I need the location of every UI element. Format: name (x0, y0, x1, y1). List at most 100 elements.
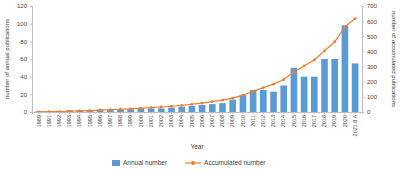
marker (293, 71, 296, 74)
tick-label: 400 (367, 49, 378, 55)
tick-mark (362, 36, 364, 37)
tick-mark (191, 112, 192, 114)
tick-label: 2010 (240, 115, 246, 127)
tick-label: 2016 (301, 115, 307, 127)
bar (158, 108, 165, 112)
tick-label: 1999 (127, 115, 133, 127)
bar (219, 103, 226, 112)
tick: 2016 (301, 112, 307, 127)
marker (272, 83, 275, 86)
tick-mark (202, 112, 203, 114)
tick: 120 (17, 3, 32, 9)
tick: 500 (362, 34, 378, 40)
tick-mark (30, 112, 32, 113)
tick-label: 1991 (46, 115, 52, 127)
tick-mark (344, 112, 345, 114)
tick-label: 2020 (342, 115, 348, 127)
tick-label: 2003 (168, 115, 174, 127)
tick-mark (151, 112, 152, 114)
tick-label: 20 (20, 92, 27, 98)
tick-label: 1989 (36, 115, 42, 127)
axis-line (33, 113, 363, 115)
marker (221, 99, 224, 102)
bar (321, 59, 328, 112)
tick-mark (324, 112, 325, 114)
tick-label: 100 (17, 21, 28, 27)
tick-mark (362, 21, 364, 22)
tick: 600 (362, 19, 378, 25)
tick: 200 (362, 79, 378, 85)
marker (211, 100, 214, 103)
line (39, 19, 355, 112)
legend-label: Annual number (123, 159, 168, 166)
tick-label: 300 (367, 64, 378, 70)
bar (342, 25, 349, 112)
tick-label: 1992 (56, 115, 62, 127)
tick-mark (30, 94, 32, 95)
tick-mark (110, 112, 111, 114)
legend-label: Accumulated number (204, 159, 266, 166)
tick: 2014 (280, 112, 286, 127)
tick: 2019 (331, 112, 337, 127)
tick-label: 40 (20, 74, 27, 80)
tick: 1993 (66, 112, 72, 127)
tick: 2003 (168, 112, 174, 127)
bar (178, 107, 185, 112)
tick: 0 (362, 109, 371, 115)
tick: 2000 (138, 112, 144, 127)
tick: 1998 (117, 112, 123, 127)
tick: 2002 (158, 112, 164, 127)
tick: 60 (20, 56, 32, 62)
marker (262, 86, 265, 89)
tick-label: 80 (20, 39, 27, 45)
legend-swatch (112, 160, 120, 166)
marker (170, 105, 173, 108)
marker (78, 110, 81, 112)
tick: 1992 (56, 112, 62, 127)
marker (150, 106, 153, 109)
legend-marker (191, 161, 195, 165)
tick-label: 500 (367, 34, 378, 40)
marker (242, 94, 245, 97)
axis-title: number of annual publications (4, 19, 10, 99)
marker (48, 110, 51, 112)
plot: 0204060801001200100200300400500600700198… (17, 3, 378, 136)
marker (139, 107, 142, 110)
legend-item: Accumulated number (185, 159, 266, 166)
tick-mark (130, 112, 131, 114)
tick-mark (161, 112, 162, 114)
tick-mark (30, 59, 32, 60)
tick-mark (222, 112, 223, 114)
tick-mark (263, 112, 264, 114)
marker (344, 25, 347, 28)
tick: 1991 (46, 112, 52, 127)
tick: 1995 (87, 112, 93, 127)
tick: 2008 (219, 112, 225, 127)
tick-label: 1995 (87, 115, 93, 127)
tick-mark (89, 112, 90, 114)
tick-mark (362, 51, 364, 52)
tick-label: 2014 (280, 115, 286, 127)
tick: 1997 (107, 112, 113, 127)
bar (229, 100, 236, 112)
axis-line (363, 7, 365, 113)
tick-mark (362, 67, 364, 68)
tick-label: 2013 (270, 115, 276, 127)
tick-mark (30, 77, 32, 78)
tick: 100 (17, 21, 32, 27)
tick-label: 1997 (107, 115, 113, 127)
bar (301, 77, 308, 112)
bar (168, 108, 175, 112)
marker (68, 110, 71, 112)
axis-line (30, 7, 33, 113)
tick-label: 2009 (229, 115, 235, 127)
marker (303, 65, 306, 68)
bar (240, 95, 247, 112)
marker (252, 90, 255, 93)
bar (280, 86, 287, 113)
marker (313, 59, 316, 62)
marker (58, 110, 61, 112)
tick-label: 2007 (209, 115, 215, 127)
tick-label: 2018 (321, 115, 327, 127)
tick-mark (30, 24, 32, 25)
